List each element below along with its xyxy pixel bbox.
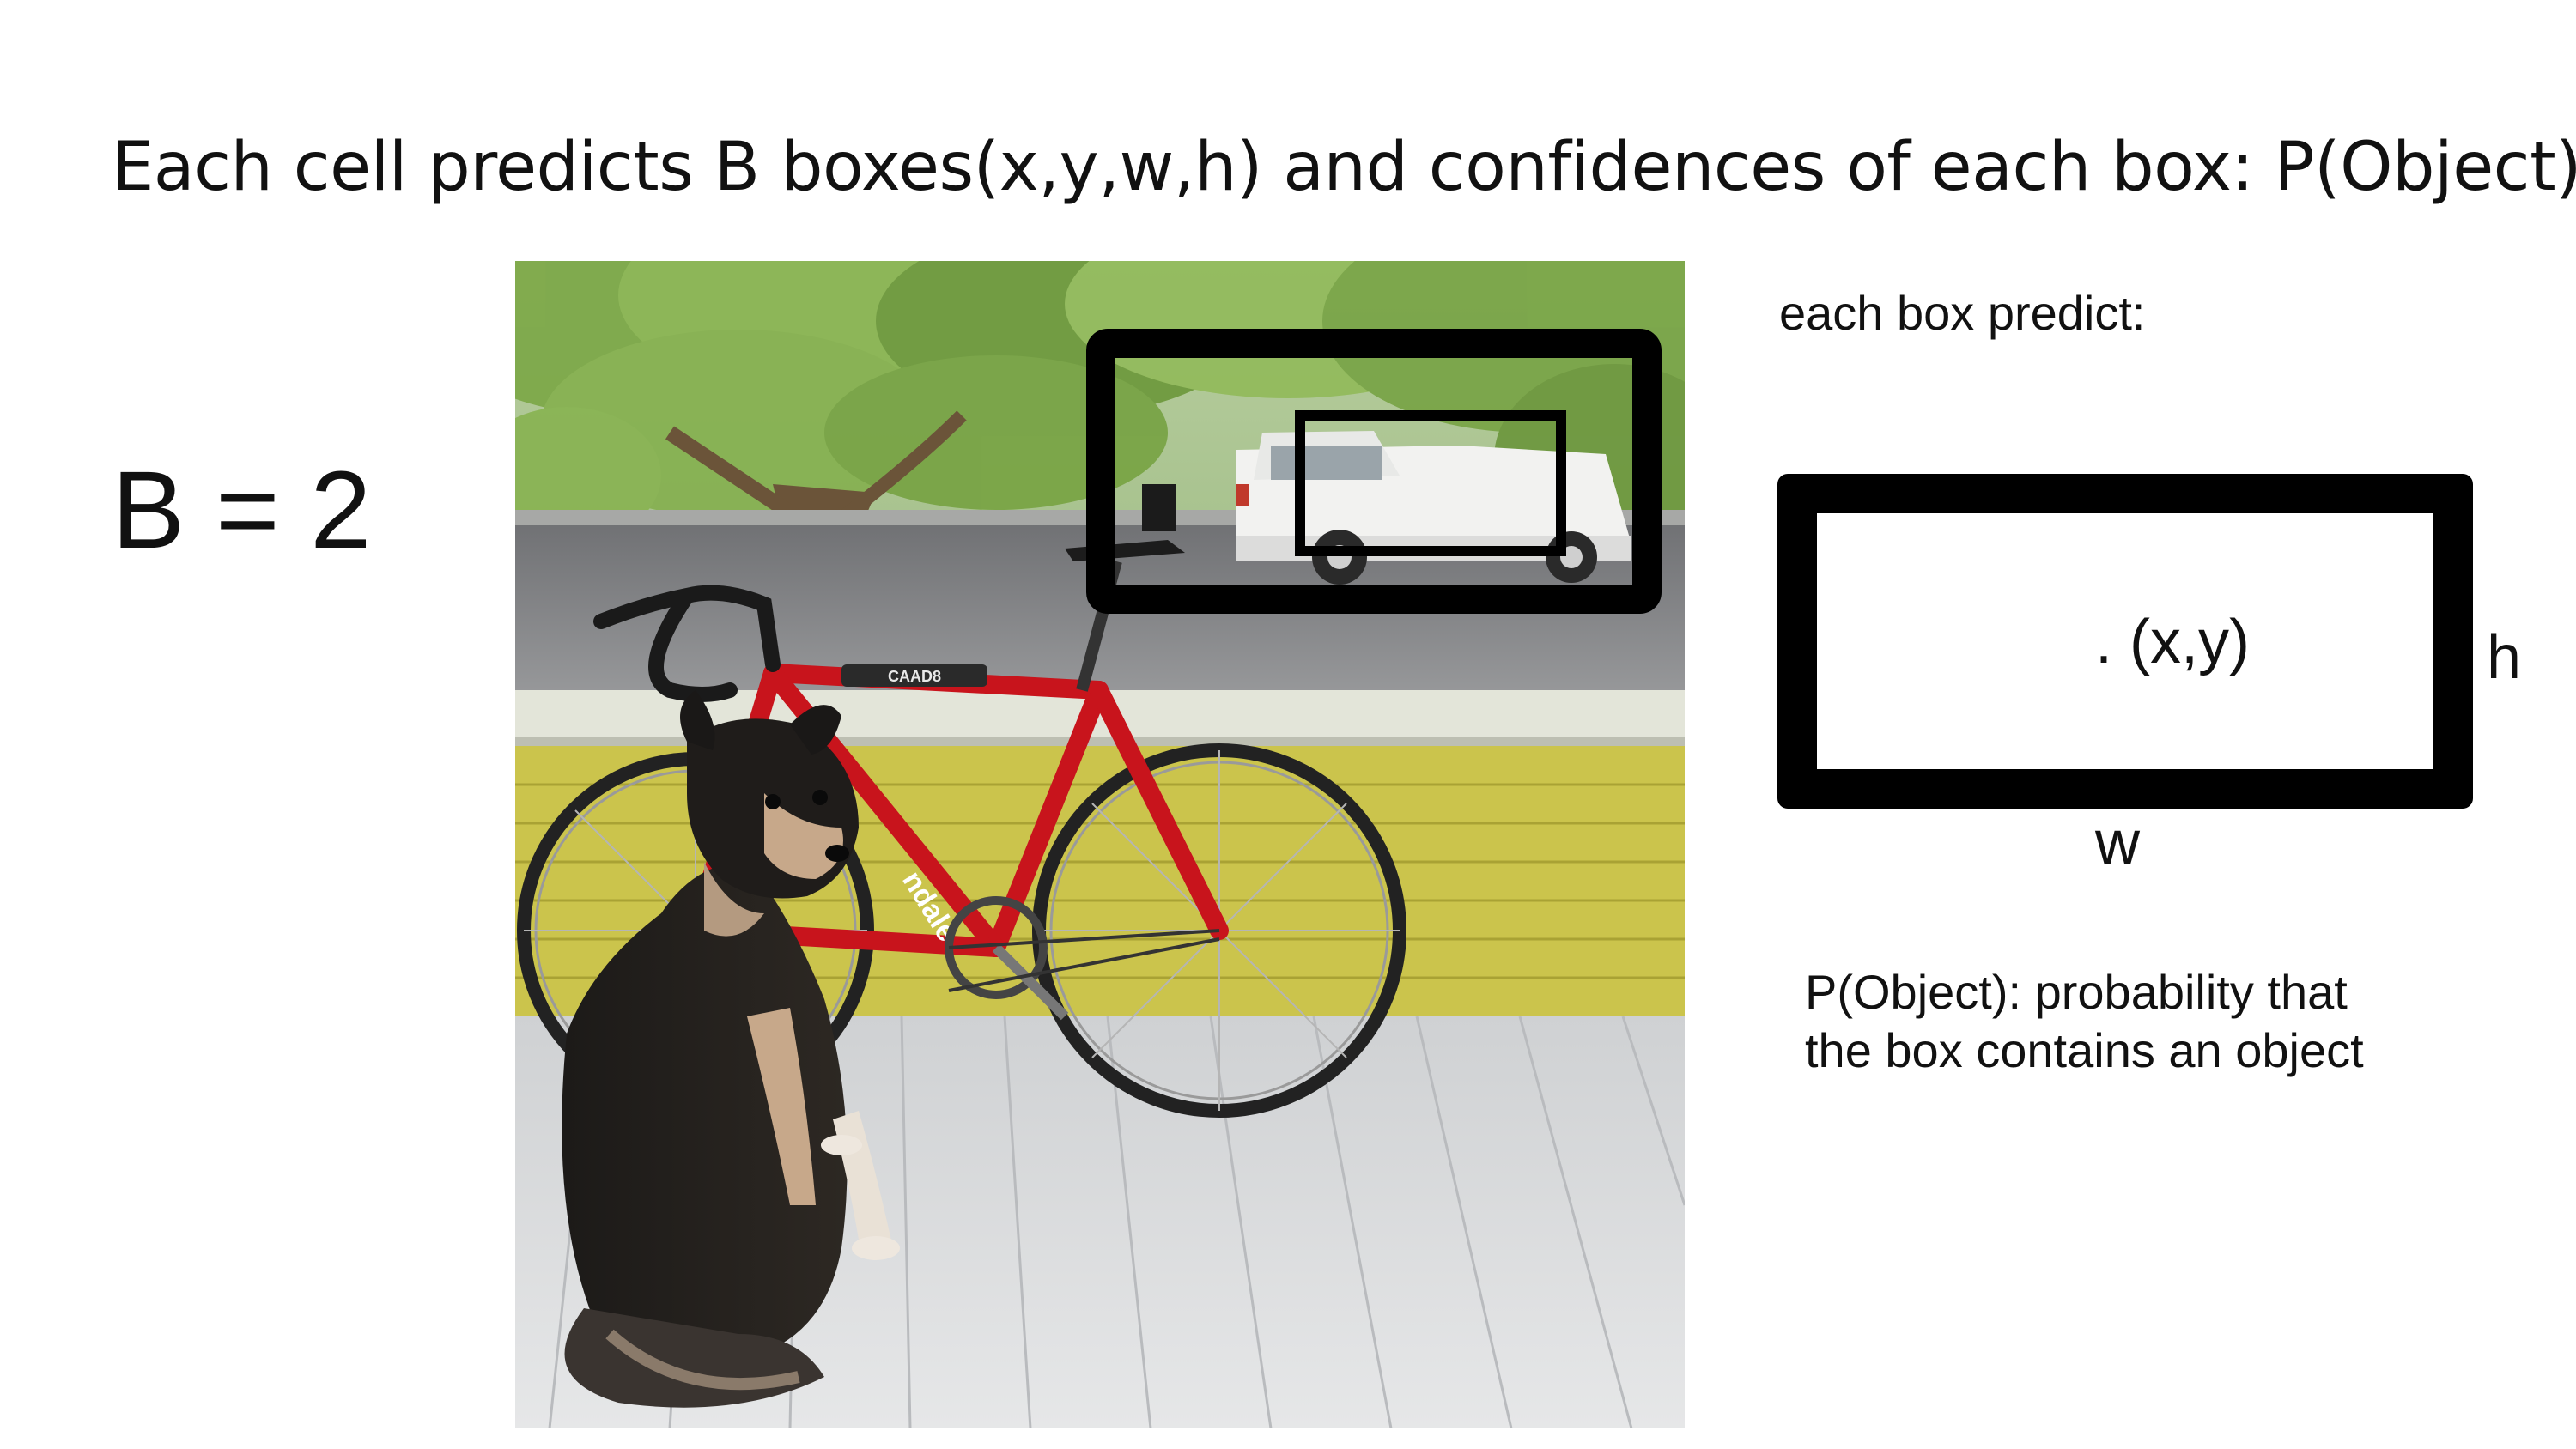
tree-foliage (515, 261, 1685, 553)
box-width-label: w (2095, 809, 2140, 877)
example-photo: CAAD8 ndale (515, 261, 1685, 1428)
bike-handlebar (593, 585, 781, 702)
bike-brand-decal (841, 664, 987, 687)
bike-brand-text: CAAD8 (888, 668, 941, 685)
dog (562, 690, 900, 1408)
pobject-definition: P(Object): probability that the box cont… (1805, 963, 2458, 1080)
box-diagram-rectangle (1777, 474, 2473, 809)
trash-can (1142, 484, 1176, 531)
b-value-label: B = 2 (112, 449, 372, 572)
predicted-box-large (1086, 329, 1662, 614)
each-box-predict-heading: each box predict: (1779, 286, 2146, 340)
slide-title: Each cell predicts B boxes(x,y,w,h) and … (112, 129, 2576, 206)
pobject-definition-line2: the box contains an object (1805, 1023, 2364, 1077)
photo-illustration: CAAD8 ndale (515, 261, 1685, 1428)
pobject-definition-line1: P(Object): probability that (1805, 965, 2348, 1019)
box-center-label: . (x,y) (2095, 608, 2250, 676)
box-height-label: h (2487, 623, 2522, 692)
predicted-box-small (1295, 410, 1566, 556)
